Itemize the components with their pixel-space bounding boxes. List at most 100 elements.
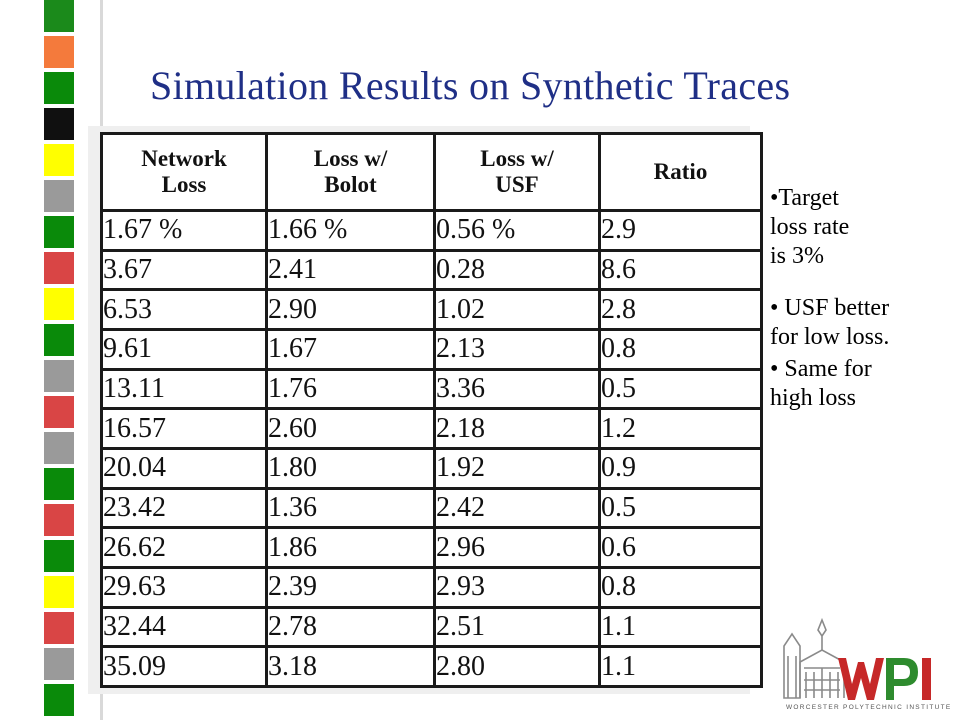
cell-loss-bolot: 2.41: [265, 248, 436, 292]
cell-network-loss: 3.67: [100, 248, 268, 292]
cell-network-loss: 9.61: [100, 327, 268, 371]
cell-loss-bolot: 1.86: [265, 526, 436, 569]
cell-loss-usf: 2.80: [433, 645, 601, 688]
cell-loss-bolot: 2.78: [265, 605, 436, 649]
strip-block: [44, 324, 74, 356]
cell-loss-usf: 1.02: [433, 288, 601, 331]
logo-caption: WORCESTER POLYTECHNIC INSTITUTE: [786, 704, 952, 711]
header-ratio: Ratio: [598, 132, 763, 212]
table-row: 32.44 2.78 2.51 1.1: [100, 605, 763, 649]
table-header-row: Network Loss Loss w/ Bolot Loss w/ USF R…: [100, 132, 763, 212]
cell-network-loss: 13.11: [100, 367, 268, 411]
table-row: 3.67 2.41 0.28 8.6: [100, 248, 763, 292]
cell-loss-usf: 2.51: [433, 605, 601, 649]
cell-ratio: 1.1: [598, 605, 763, 649]
cell-loss-bolot: 2.39: [265, 565, 436, 609]
cell-network-loss: 20.04: [100, 446, 268, 490]
cell-loss-usf: 0.56 %: [433, 209, 601, 252]
table-row: 9.61 1.67 2.13 0.8: [100, 327, 763, 371]
cell-loss-bolot: 1.66 %: [265, 209, 436, 252]
table-row: 16.57 2.60 2.18 1.2: [100, 407, 763, 450]
cell-ratio: 0.5: [598, 486, 763, 530]
wpi-logo: [783, 617, 931, 700]
note-same-high-loss: • Same for high loss: [770, 355, 950, 413]
strip-block: [44, 576, 74, 608]
strip-block: [44, 612, 74, 644]
header-line: Loss: [161, 172, 207, 197]
cell-network-loss: 1.67 %: [100, 209, 268, 252]
cell-loss-bolot: 1.80: [265, 446, 436, 490]
cell-network-loss: 16.57: [100, 407, 268, 450]
strip-block: [44, 144, 74, 176]
note-line: loss rate: [770, 214, 850, 240]
cell-ratio: 2.9: [598, 209, 763, 252]
strip-block: [44, 360, 74, 392]
cell-network-loss: 23.42: [100, 486, 268, 530]
results-table: Network Loss Loss w/ Bolot Loss w/ USF R…: [100, 132, 763, 688]
cell-network-loss: 26.62: [100, 526, 268, 569]
cell-loss-usf: 2.13: [433, 327, 601, 371]
note-line: is 3%: [770, 243, 824, 269]
cell-ratio: 1.2: [598, 407, 763, 450]
table-row: 6.53 2.90 1.02 2.8: [100, 288, 763, 331]
cell-network-loss: 32.44: [100, 605, 268, 649]
cell-ratio: 0.8: [598, 327, 763, 371]
cell-loss-usf: 2.93: [433, 565, 601, 609]
cell-loss-bolot: 2.90: [265, 288, 436, 331]
cell-network-loss: 29.63: [100, 565, 268, 609]
strip-block: [44, 0, 74, 32]
strip-block: [44, 252, 74, 284]
cell-loss-usf: 2.96: [433, 526, 601, 569]
strip-block: [44, 288, 74, 320]
header-line: Loss w/: [313, 146, 388, 171]
strip-block: [44, 504, 74, 536]
note-line: high loss: [770, 385, 857, 411]
note-line: •Target: [770, 185, 839, 211]
cell-ratio: 8.6: [598, 248, 763, 292]
cell-ratio: 1.1: [598, 645, 763, 688]
cell-ratio: 0.6: [598, 526, 763, 569]
strip-block: [44, 540, 74, 572]
table-row: 26.62 1.86 2.96 0.6: [100, 526, 763, 569]
cell-loss-bolot: 2.60: [265, 407, 436, 450]
cell-ratio: 0.9: [598, 446, 763, 490]
building-icon: [783, 617, 845, 699]
cell-ratio: 2.8: [598, 288, 763, 331]
header-line: Bolot: [324, 172, 377, 197]
note-target-loss: •Target loss rate is 3%: [770, 184, 950, 271]
strip-block: [44, 216, 74, 248]
header-line: USF: [495, 172, 539, 197]
cell-network-loss: 6.53: [100, 288, 268, 331]
strip-block: [44, 180, 74, 212]
cell-loss-bolot: 3.18: [265, 645, 436, 688]
header-loss-bolot: Loss w/ Bolot: [265, 132, 436, 212]
notes-panel: •Target loss rate is 3% • USF better for…: [770, 184, 950, 413]
wpi-wordmark: [838, 658, 931, 700]
cell-loss-usf: 2.42: [433, 486, 601, 530]
strip-block: [44, 468, 74, 500]
cell-loss-bolot: 1.76: [265, 367, 436, 411]
decorative-color-strip: [44, 0, 74, 716]
strip-block: [44, 108, 74, 140]
cell-network-loss: 35.09: [100, 645, 268, 688]
strip-block: [44, 36, 74, 68]
strip-block: [44, 396, 74, 428]
table-row: 29.63 2.39 2.93 0.8: [100, 565, 763, 609]
cell-loss-bolot: 1.36: [265, 486, 436, 530]
cell-loss-usf: 2.18: [433, 407, 601, 450]
header-loss-usf: Loss w/ USF: [433, 132, 601, 212]
cell-loss-usf: 0.28: [433, 248, 601, 292]
table-row: 13.11 1.76 3.36 0.5: [100, 367, 763, 411]
note-usf-better: • USF better for low loss.: [770, 294, 950, 352]
cell-loss-usf: 1.92: [433, 446, 601, 490]
table-row: 20.04 1.80 1.92 0.9: [100, 446, 763, 490]
cell-ratio: 0.5: [598, 367, 763, 411]
cell-ratio: 0.8: [598, 565, 763, 609]
note-line: • USF better: [770, 295, 890, 321]
slide-title: Simulation Results on Synthetic Traces: [150, 63, 791, 108]
strip-block: [44, 72, 74, 104]
table-row: 1.67 % 1.66 % 0.56 % 2.9: [100, 209, 763, 252]
strip-block: [44, 648, 74, 680]
header-network-loss: Network Loss: [100, 132, 268, 212]
note-line: • Same for: [770, 356, 872, 382]
